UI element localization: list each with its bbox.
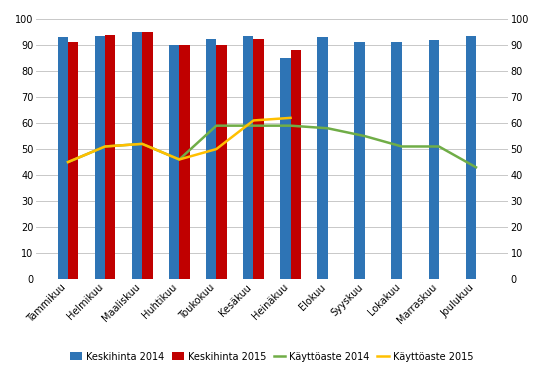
Käyttöaste 2014 [65, 160, 71, 164]
Käyttöaste 2014 [102, 144, 108, 149]
Line: Käyttöaste 2014: Käyttöaste 2014 [68, 126, 476, 167]
Legend: Keskihinta 2014, Keskihinta 2015, Käyttöaste 2014, Käyttöaste 2015: Keskihinta 2014, Keskihinta 2015, Käyttö… [66, 347, 478, 365]
Line: Käyttöaste 2015: Käyttöaste 2015 [68, 118, 290, 162]
Bar [429, 40, 439, 279]
Bar [180, 45, 190, 279]
Bar [142, 32, 152, 279]
Käyttöaste 2014 [287, 123, 294, 128]
Käyttöaste 2015 [102, 144, 108, 149]
Käyttöaste 2014 [473, 165, 479, 169]
Käyttöaste 2015 [287, 116, 294, 120]
Käyttöaste 2014 [399, 144, 405, 149]
Käyttöaste 2015 [139, 142, 145, 146]
Bar [217, 45, 227, 279]
Bar [105, 35, 115, 279]
Käyttöaste 2015 [250, 118, 257, 123]
Käyttöaste 2014 [324, 126, 331, 131]
Käyttöaste 2014 [436, 144, 442, 149]
Bar [280, 58, 290, 279]
Bar [58, 37, 68, 279]
Käyttöaste 2014 [213, 123, 220, 128]
Bar [290, 50, 301, 279]
Bar [95, 36, 105, 279]
Käyttöaste 2015 [65, 160, 71, 164]
Käyttöaste 2014 [250, 123, 257, 128]
Bar [132, 32, 142, 279]
Käyttöaste 2014 [361, 134, 368, 138]
Käyttöaste 2015 [213, 147, 220, 151]
Bar [169, 45, 180, 279]
Bar [466, 36, 476, 279]
Käyttöaste 2015 [176, 157, 183, 162]
Käyttöaste 2014 [176, 157, 183, 162]
Bar [243, 36, 254, 279]
Bar [392, 42, 402, 279]
Bar [254, 39, 264, 279]
Bar [317, 37, 327, 279]
Bar [206, 39, 217, 279]
Bar [354, 42, 364, 279]
Bar [68, 42, 78, 279]
Käyttöaste 2014 [139, 142, 145, 146]
